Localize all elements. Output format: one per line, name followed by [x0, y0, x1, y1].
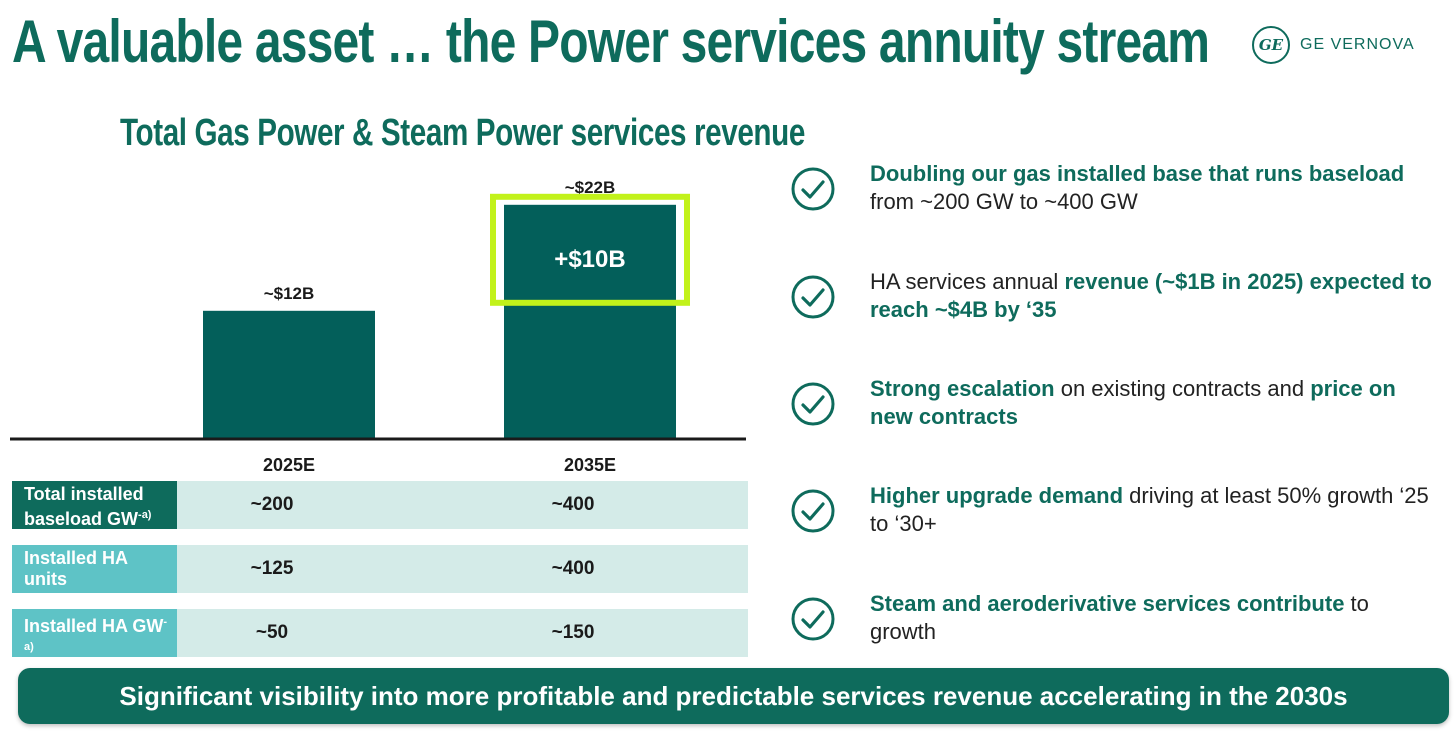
metric-label: Installed HA GW-a) — [12, 609, 177, 657]
bar-2025e — [203, 310, 375, 438]
increment-label: +$10B — [554, 246, 625, 273]
bullet-text-highlight: Steam and aeroderivative services contri… — [870, 591, 1345, 616]
bullet-text-segment: on existing contracts and — [1054, 376, 1311, 401]
bullet-text: Steam and aeroderivative services contri… — [870, 590, 1440, 646]
bullet-text-segment: from ~200 GW to ~400 GW — [870, 189, 1138, 214]
x-tick-label: 2035E — [564, 455, 616, 475]
metric-value: ~400 — [551, 558, 595, 579]
bullet-text-highlight: Doubling our gas installed base that run… — [870, 161, 1405, 186]
chart-title: Total Gas Power & Steam Power services r… — [120, 112, 805, 154]
metric-value: ~400 — [551, 494, 595, 515]
metric-value: ~200 — [250, 494, 294, 515]
metric-value: ~150 — [551, 622, 595, 643]
bullet-text-highlight: Strong escalation — [870, 376, 1055, 401]
bullet-text: Doubling our gas installed base that run… — [870, 160, 1440, 216]
logo-text: GE VERNOVA — [1300, 36, 1415, 53]
footnote-marker: -a) — [24, 616, 168, 653]
check-circle-icon — [790, 274, 836, 320]
metric-row: Installed HA units ~125 ~400 — [12, 545, 748, 593]
metric-row: Total installed baseload GW-a) ~200 ~400 — [12, 481, 748, 529]
ge-vernova-logo: GE GE VERNOVA — [1252, 26, 1415, 64]
bullet-item: HA services annual revenue (~$1B in 2025… — [790, 268, 1440, 324]
check-circle-icon — [790, 381, 836, 427]
metric-label: Installed HA units — [12, 545, 177, 593]
footnote-marker: -a) — [138, 509, 152, 521]
metric-row-background — [177, 481, 748, 529]
bar-2035e — [504, 204, 676, 438]
bullet-text-segment: driving at least 50% growth ‘25 to ‘30+ — [870, 483, 1429, 536]
bar-value-label: ~$12B — [264, 284, 315, 303]
metric-row-background — [177, 609, 748, 657]
bullet-item: Doubling our gas installed base that run… — [790, 160, 1440, 216]
metric-row-background — [177, 545, 748, 593]
bullet-text-highlight: price on new contracts — [870, 376, 1396, 429]
ge-monogram-icon: GE — [1252, 26, 1290, 64]
metric-row: Installed HA GW-a) ~50 ~150 — [12, 609, 748, 657]
footer-banner: Significant visibility into more profita… — [18, 668, 1449, 724]
bullet-item: Steam and aeroderivative services contri… — [790, 590, 1440, 646]
increment-highlight-box — [490, 193, 690, 306]
metric-label: Total installed baseload GW-a) — [12, 481, 177, 529]
check-circle-icon — [790, 488, 836, 534]
page-title: A valuable asset … the Power services an… — [12, 8, 1210, 75]
bullet-item: Strong escalation on existing contracts … — [790, 375, 1440, 431]
bullet-text-highlight: revenue (~$1B in 2025) expected to reach… — [870, 269, 1432, 322]
bar-value-label: ~$22B — [565, 178, 616, 197]
bullet-text-highlight: Higher upgrade demand — [870, 483, 1124, 508]
bullet-text: HA services annual revenue (~$1B in 2025… — [870, 268, 1440, 324]
metric-label-text: Total installed baseload GW — [24, 484, 144, 529]
revenue-bar-chart: ~$12B 2025E ~$22B 2035E +$10B — [10, 178, 746, 475]
bullet-text-segment: to growth — [870, 591, 1369, 644]
metric-label-text: Installed HA GW — [24, 616, 164, 636]
metric-label-text: Installed HA units — [24, 548, 128, 589]
check-circle-icon — [790, 166, 836, 212]
bullet-item: Higher upgrade demand driving at least 5… — [790, 482, 1440, 538]
check-circle-icon — [790, 596, 836, 642]
bullet-text: Strong escalation on existing contracts … — [870, 375, 1440, 431]
metric-value: ~50 — [255, 622, 289, 643]
bullet-text-segment: HA services annual — [870, 269, 1065, 294]
metric-value: ~125 — [250, 558, 294, 579]
bullet-text: Higher upgrade demand driving at least 5… — [870, 482, 1440, 538]
x-tick-label: 2025E — [263, 455, 315, 475]
